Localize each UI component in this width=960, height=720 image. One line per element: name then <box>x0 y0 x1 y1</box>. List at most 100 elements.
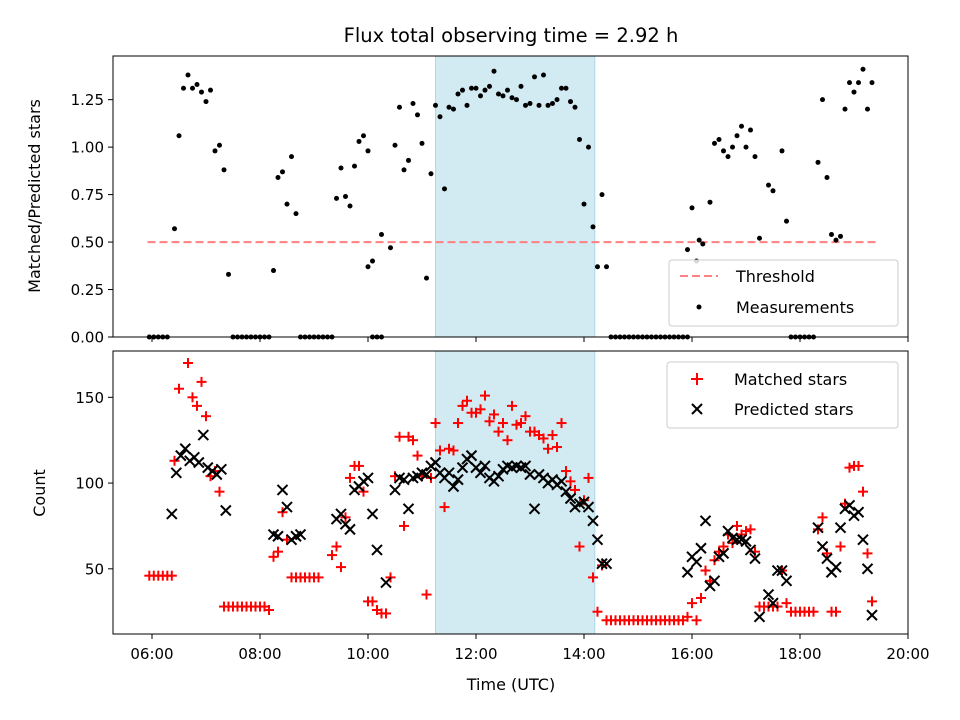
measurement-point <box>500 93 506 99</box>
measurement-point <box>527 100 533 106</box>
predicted-star-point <box>708 575 721 587</box>
predicted-star-point <box>492 470 505 482</box>
measurement-point <box>523 102 528 108</box>
measurement-point <box>352 163 357 169</box>
legend-threshold-label: Threshold <box>735 267 815 286</box>
measurement-point <box>469 85 474 91</box>
measurement-point <box>271 268 276 274</box>
matched-star-point <box>867 596 877 607</box>
matched-star-point <box>399 520 409 531</box>
matched-star-point <box>511 419 522 430</box>
measurement-point <box>460 87 465 93</box>
matched-star-point <box>453 418 463 429</box>
predicted-star-point <box>749 552 761 565</box>
predicted-star-point <box>843 499 856 512</box>
measurement-point <box>482 87 488 93</box>
measurement-point <box>406 157 411 163</box>
measurement-point <box>185 72 191 78</box>
matched-star-point <box>502 435 513 446</box>
predicted-star-point <box>402 503 415 515</box>
matched-star-point <box>192 400 202 411</box>
ratio-legend-box <box>668 259 899 327</box>
measurement-point <box>190 85 195 91</box>
measurement-point <box>226 271 231 277</box>
measurement-point <box>347 203 353 209</box>
predicted-star-point <box>852 506 865 518</box>
matched-star-point <box>552 442 562 453</box>
matched-star-point <box>367 596 378 607</box>
predicted-star-point <box>555 475 568 488</box>
x-tick-label: 08:00 <box>238 645 281 663</box>
measurement-point <box>568 99 573 105</box>
measurement-point <box>199 89 204 95</box>
predicted-star-point <box>821 552 833 565</box>
matched-star-point <box>817 512 828 523</box>
measurement-point <box>739 123 744 129</box>
measurement-point <box>829 231 834 237</box>
measurement-point <box>505 87 510 93</box>
predicted-star-point <box>380 576 392 589</box>
predicted-star-point <box>564 492 577 505</box>
measurement-point <box>397 104 402 110</box>
measurement-point <box>577 137 582 143</box>
y-tick-label: 1.25 <box>71 91 104 109</box>
measurement-point <box>721 148 726 154</box>
predicted-star-point <box>447 480 460 493</box>
matched-star-point <box>313 572 324 583</box>
observing-window-shade <box>435 350 596 635</box>
predicted-star-point <box>591 533 604 546</box>
measurement-point <box>707 199 713 205</box>
y-tick-label: 0.75 <box>71 186 104 204</box>
matched-star-point <box>498 418 508 429</box>
predicted-star-point <box>834 521 847 534</box>
measurement-point <box>595 264 600 270</box>
measurement-point <box>370 258 375 264</box>
predicted-star-point <box>335 508 347 520</box>
matched-star-point <box>408 435 418 446</box>
matched-star-point <box>381 608 391 619</box>
measurement-point <box>343 194 348 199</box>
matched-star-point <box>448 445 459 456</box>
matched-star-point <box>166 570 177 581</box>
matched-star-point <box>583 472 594 483</box>
measurement-point <box>464 102 470 108</box>
predicted-star-point <box>294 528 307 541</box>
measurement-point <box>766 182 771 188</box>
measurement-point <box>743 144 749 150</box>
predicted-star-point <box>744 544 757 556</box>
matched-star-point <box>516 418 526 429</box>
predicted-star-point <box>740 535 752 548</box>
measurement-point <box>532 74 537 80</box>
measurement-point <box>545 102 551 108</box>
predicted-star-point <box>767 597 779 609</box>
matched-star-point <box>493 426 504 437</box>
matched-star-point <box>196 376 207 387</box>
measurement-point <box>280 169 285 175</box>
measurement-point <box>478 93 483 99</box>
measurement-point <box>842 106 848 112</box>
predicted-star-point <box>215 463 228 476</box>
matched-star-point <box>187 392 198 403</box>
measurement-point <box>851 89 857 95</box>
predicted-star-point <box>272 530 284 542</box>
measurement-point <box>361 133 366 139</box>
measurement-point <box>392 142 398 148</box>
predicted-star-point <box>220 504 232 517</box>
measurement-point <box>770 188 776 194</box>
measurement-point <box>581 201 587 207</box>
measurement-point <box>496 91 501 97</box>
predicted-star-point <box>389 484 401 496</box>
matched-star-point <box>507 400 517 411</box>
measurement-point <box>221 167 227 173</box>
predicted-star-point <box>587 515 599 527</box>
measurement-point <box>838 233 843 239</box>
measurement-point <box>455 91 461 97</box>
matched-star-point <box>858 486 868 497</box>
measurement-point <box>338 165 344 171</box>
measurement-point <box>572 104 578 110</box>
matched-star-point <box>430 418 441 429</box>
measurement-point <box>293 211 299 217</box>
predicted-star-point <box>524 468 536 481</box>
ratio-y-label: Matched/Predicted stars <box>25 99 44 293</box>
measurement-point <box>860 66 866 72</box>
